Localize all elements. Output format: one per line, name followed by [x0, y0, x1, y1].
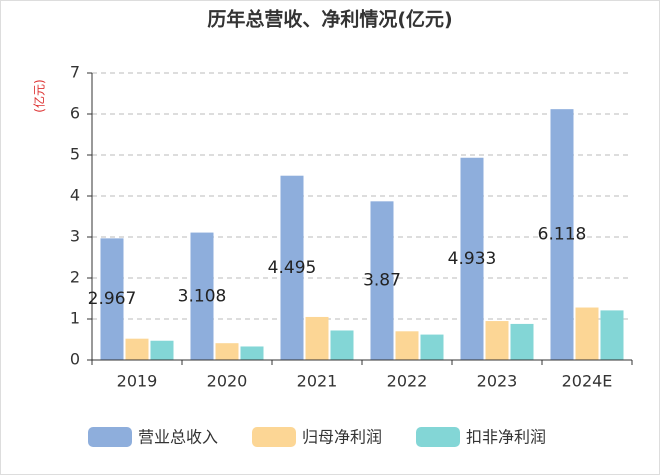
bar	[395, 331, 419, 360]
y-tick-label: 1	[70, 309, 80, 328]
bar	[305, 316, 329, 360]
x-tick-label: 2023	[477, 372, 518, 391]
bar	[125, 338, 149, 360]
bar	[150, 340, 174, 360]
x-tick-label: 2020	[207, 372, 248, 391]
bar	[100, 238, 124, 360]
x-tick-label: 2022	[387, 372, 428, 391]
bar	[240, 346, 264, 360]
y-tick-label: 4	[70, 186, 80, 205]
y-axis-label: (亿元)	[32, 79, 47, 112]
bar	[550, 109, 574, 360]
legend-label: 营业总收入	[138, 428, 218, 447]
y-tick-label: 7	[70, 63, 80, 82]
value-label: 4.495	[268, 258, 317, 278]
x-tick-label: 2019	[117, 372, 158, 391]
bar	[215, 343, 239, 360]
bar	[575, 307, 599, 360]
y-tick-label: 5	[70, 145, 80, 164]
bar	[510, 323, 534, 360]
legend-swatch	[416, 427, 460, 447]
bar	[330, 330, 354, 360]
y-tick-label: 6	[70, 104, 80, 123]
bar	[420, 334, 444, 360]
bar	[280, 175, 304, 360]
value-label: 3.108	[178, 286, 227, 306]
y-tick-label: 0	[70, 350, 80, 369]
y-tick-label: 2	[70, 268, 80, 287]
x-tick-label: 2024E	[562, 372, 613, 391]
legend-label: 归母净利润	[302, 428, 382, 447]
bar	[370, 201, 394, 360]
bar	[485, 321, 509, 360]
value-label: 2.967	[88, 289, 137, 309]
legend-label: 扣非净利润	[466, 428, 546, 447]
legend-swatch	[252, 427, 296, 447]
bar	[460, 157, 484, 360]
value-label: 6.118	[538, 225, 587, 245]
bar	[190, 232, 214, 360]
x-tick-label: 2021	[297, 372, 338, 391]
legend-swatch	[88, 427, 132, 447]
bar	[600, 310, 624, 360]
value-label: 4.933	[448, 249, 497, 269]
value-label: 3.87	[363, 271, 401, 291]
chart-title: 历年总营收、净利情况(亿元)	[207, 8, 452, 31]
y-tick-label: 3	[70, 227, 80, 246]
